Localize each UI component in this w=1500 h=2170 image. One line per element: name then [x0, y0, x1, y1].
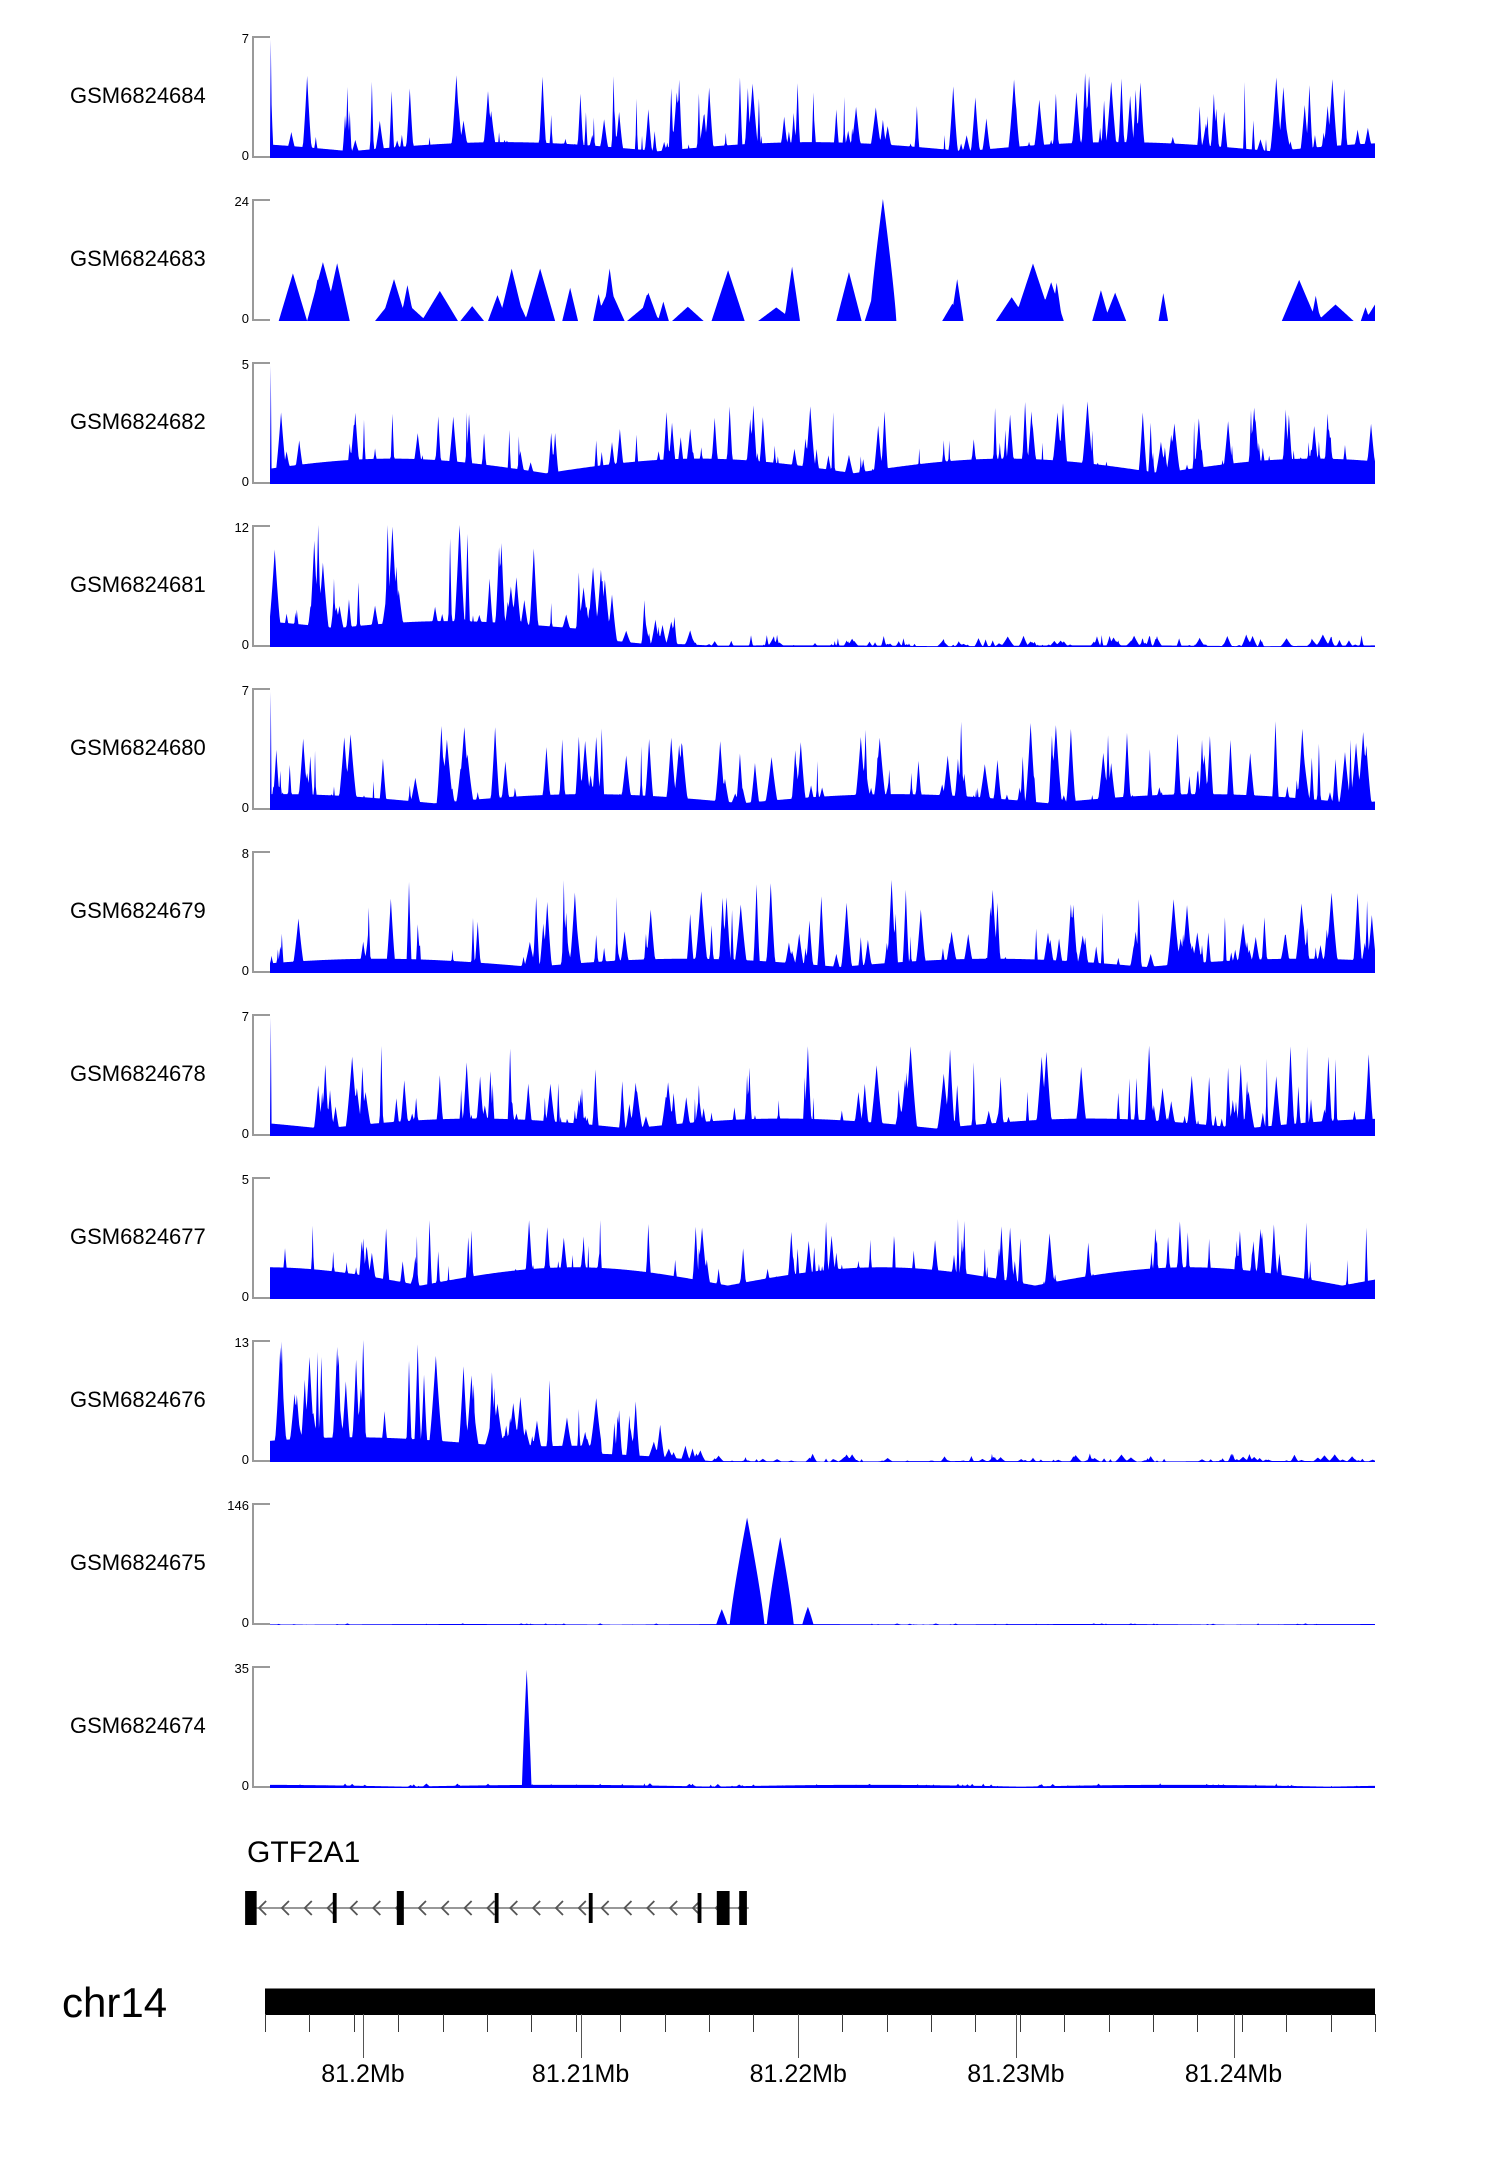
track-label: GSM6824679	[70, 898, 206, 923]
axis-minor-tick	[842, 2014, 844, 2032]
y-axis-max-label: 8	[241, 846, 249, 861]
y-axis-max-label: 13	[234, 1335, 249, 1350]
axis-minor-tick	[753, 2014, 755, 2032]
y-axis-min-label: 0	[241, 800, 249, 815]
coverage-plot[interactable]	[270, 851, 1375, 973]
axis-ticks	[265, 2014, 1376, 2058]
y-axis-max-label: 5	[241, 1172, 249, 1187]
coverage-plot[interactable]	[270, 1503, 1375, 1625]
track-label: GSM6824680	[70, 735, 206, 760]
axis-minor-tick	[709, 2014, 710, 2032]
axis-minor-tick	[1375, 2014, 1376, 2032]
axis-minor-tick	[353, 2014, 355, 2032]
y-axis-min-label: 0	[241, 474, 249, 489]
axis-minor-tick	[309, 2014, 311, 2032]
axis-minor-tick	[531, 2014, 533, 2032]
track-label: GSM6824677	[70, 1224, 206, 1249]
axis-minor-tick	[442, 2014, 444, 2032]
track-label: GSM6824683	[70, 246, 206, 271]
gene-annotation-track: GTF2A1	[0, 1830, 1500, 1950]
gene-label: GTF2A1	[247, 1836, 361, 1869]
y-axis-max-label: 5	[241, 357, 249, 372]
axis-tick-label: 81.2Mb	[321, 2060, 405, 2088]
axis-minor-tick	[1330, 2014, 1332, 2032]
y-axis-min-label: 0	[241, 1126, 249, 1141]
axis-minor-tick	[487, 2014, 488, 2032]
gene-model[interactable]	[240, 1878, 880, 1938]
coverage-plot[interactable]	[270, 1014, 1375, 1136]
axis-minor-tick	[975, 2014, 977, 2032]
axis-minor-tick	[1197, 2014, 1199, 2032]
y-axis-max-label: 24	[234, 194, 249, 209]
coverage-plot[interactable]	[270, 36, 1375, 158]
y-axis-min-label: 0	[241, 1778, 249, 1793]
axis-tick-label: 81.22Mb	[749, 2060, 847, 2088]
axis-tick-labels: 81.2Mb 81.21Mb 81.22Mb 81.23Mb 81.24Mb	[265, 2060, 1375, 2094]
y-axis-min-label: 0	[241, 1289, 249, 1304]
y-axis-max-label: 35	[234, 1661, 249, 1676]
axis-minor-tick	[1108, 2014, 1110, 2032]
coverage-plot[interactable]	[270, 199, 1375, 321]
y-axis-min-label: 0	[241, 1452, 249, 1467]
track-label: GSM6824675	[70, 1550, 206, 1575]
axis-minor-tick	[398, 2014, 400, 2032]
axis-minor-tick	[1286, 2014, 1288, 2032]
track-label: GSM6824676	[70, 1387, 206, 1412]
axis-minor-tick	[931, 2014, 932, 2032]
axis-major-tick	[580, 2014, 582, 2058]
coverage-plot[interactable]	[270, 688, 1375, 810]
chromosome-axis: chr14 81.2Mb 81.21Mb 81.22Mb 81.23Mb 81.24Mb	[0, 1965, 1500, 2105]
axis-major-tick	[1015, 2014, 1017, 2058]
axis-tick-label: 81.21Mb	[531, 2060, 630, 2088]
coverage-plot[interactable]	[270, 1177, 1375, 1299]
axis-minor-tick	[664, 2014, 666, 2032]
axis-minor-tick	[1019, 2014, 1021, 2032]
coverage-plot[interactable]	[270, 362, 1375, 484]
y-axis-max-label: 12	[234, 520, 249, 535]
coverage-plot[interactable]	[270, 1340, 1375, 1462]
axis-minor-tick	[1241, 2014, 1243, 2032]
axis-major-tick	[362, 2014, 364, 2058]
track-label: GSM6824678	[70, 1061, 206, 1086]
y-axis-min-label: 0	[241, 1615, 249, 1630]
axis-minor-tick	[620, 2014, 622, 2032]
y-axis-min-label: 0	[241, 963, 249, 978]
axis-minor-tick	[886, 2014, 888, 2032]
y-axis-max-label: 7	[241, 683, 249, 698]
axis-minor-tick	[1153, 2014, 1154, 2032]
axis-major-tick	[798, 2014, 800, 2058]
y-axis-max-label: 146	[227, 1498, 249, 1513]
track-label: GSM6824682	[70, 409, 206, 434]
y-axis-max-label: 7	[241, 31, 249, 46]
axis-tick-label: 81.24Mb	[1184, 2060, 1283, 2088]
track-label: GSM6824674	[70, 1713, 206, 1738]
chromosome-label: chr14	[62, 1979, 168, 2026]
axis-minor-tick	[265, 2014, 266, 2032]
axis-minor-tick	[575, 2014, 577, 2032]
y-axis-min-label: 0	[241, 637, 249, 652]
track-label: GSM6824681	[70, 572, 206, 597]
coverage-plot[interactable]	[270, 1666, 1375, 1788]
axis-tick-label: 81.23Mb	[967, 2060, 1065, 2088]
coverage-plot[interactable]	[270, 525, 1375, 647]
chromosome-ideogram-bar	[265, 1988, 1375, 2015]
axis-minor-tick	[1064, 2014, 1066, 2032]
track-label: GSM6824684	[70, 83, 206, 108]
y-axis-max-label: 7	[241, 1009, 249, 1024]
axis-major-tick	[1233, 2014, 1235, 2058]
y-axis-min-label: 0	[241, 148, 249, 163]
y-axis-min-label: 0	[241, 311, 249, 326]
